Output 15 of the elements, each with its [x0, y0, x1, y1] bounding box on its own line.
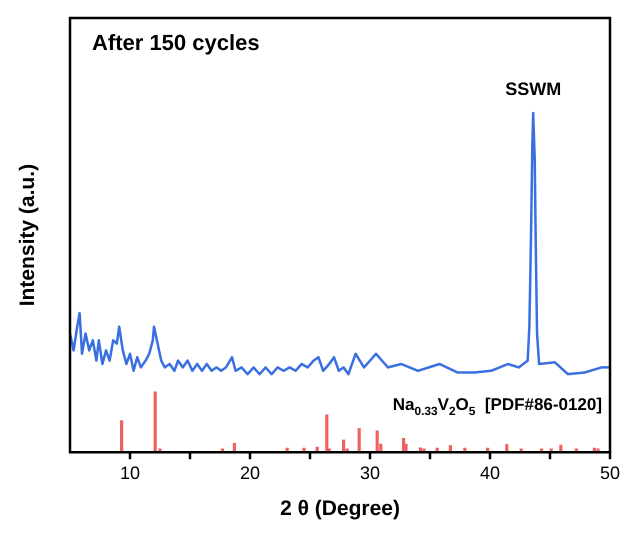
y-axis-title: Intensity (a.u.) [16, 164, 39, 306]
bar [505, 444, 508, 452]
x-tick-label: 40 [480, 462, 500, 483]
bar [120, 420, 124, 452]
chart-title: After 150 cycles [92, 30, 260, 55]
bar [559, 444, 562, 452]
x-tick-label: 30 [360, 462, 380, 483]
x-tick-label: 10 [120, 462, 140, 483]
x-axis-title: 2 θ (Degree) [280, 497, 400, 520]
text: SSWM [505, 78, 562, 99]
x-tick-label: 20 [240, 462, 260, 483]
x-tick-label: 50 [600, 462, 620, 483]
bar [376, 430, 379, 452]
bar [325, 414, 328, 452]
bar [358, 428, 361, 452]
